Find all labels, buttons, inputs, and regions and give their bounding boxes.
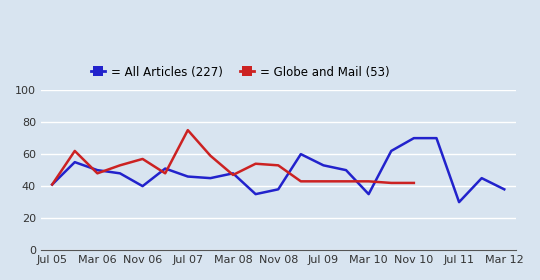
Legend: = All Articles (227), = Globe and Mail (53): = All Articles (227), = Globe and Mail (… [86,61,395,83]
